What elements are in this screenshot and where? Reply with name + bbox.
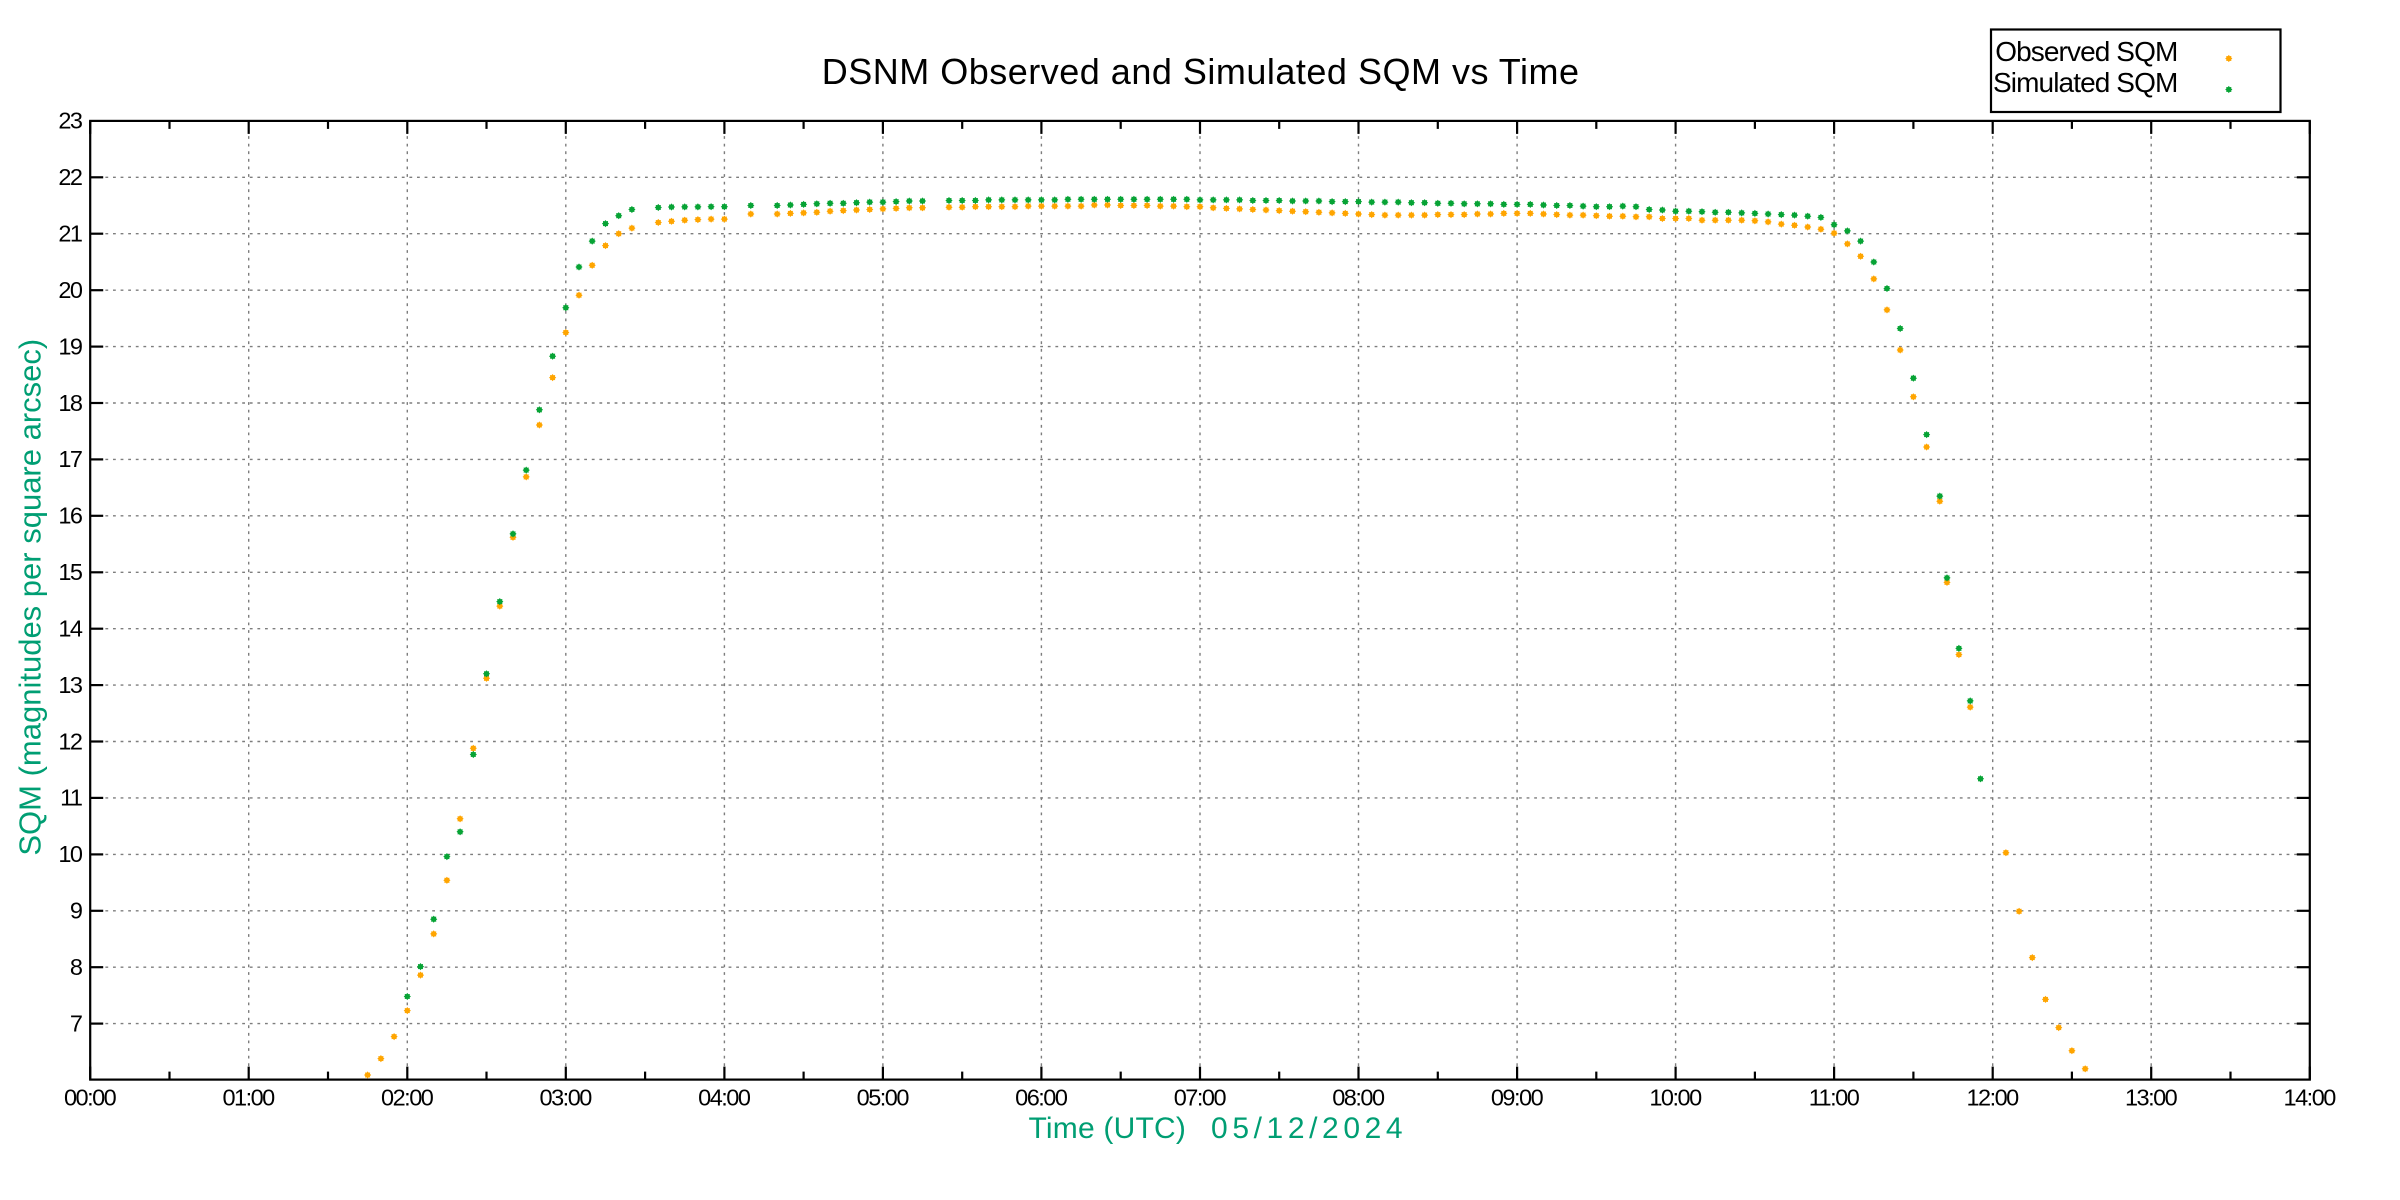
svg-text:01:00: 01:00 xyxy=(222,1084,275,1110)
svg-text:14: 14 xyxy=(58,615,83,641)
svg-text:10:00: 10:00 xyxy=(1649,1084,1702,1110)
svg-text:Observed SQM: Observed SQM xyxy=(1995,36,2177,67)
svg-text:07:00: 07:00 xyxy=(1174,1084,1227,1110)
svg-text:10: 10 xyxy=(58,841,83,867)
svg-text:23: 23 xyxy=(58,108,83,134)
svg-text:Simulated SQM: Simulated SQM xyxy=(1993,67,2177,98)
svg-text:7: 7 xyxy=(70,1010,82,1036)
svg-text:11: 11 xyxy=(60,785,82,811)
svg-text:16: 16 xyxy=(58,503,83,529)
svg-text:09:00: 09:00 xyxy=(1491,1084,1544,1110)
svg-text:21: 21 xyxy=(58,221,82,247)
svg-text:13:00: 13:00 xyxy=(2125,1084,2178,1110)
svg-text:Time (UTC) 05/12/2024: Time (UTC) 05/12/2024 xyxy=(1029,1112,1408,1145)
svg-text:12: 12 xyxy=(58,728,82,754)
svg-text:18: 18 xyxy=(58,390,83,416)
svg-text:9: 9 xyxy=(70,898,82,924)
svg-text:13: 13 xyxy=(58,672,83,698)
svg-text:05:00: 05:00 xyxy=(857,1084,910,1110)
svg-text:02:00: 02:00 xyxy=(381,1084,434,1110)
svg-text:12:00: 12:00 xyxy=(1966,1084,2019,1110)
svg-text:03:00: 03:00 xyxy=(540,1084,593,1110)
svg-text:SQM (magnitudes per square arc: SQM (magnitudes per square arcsec) xyxy=(13,339,48,856)
svg-text:19: 19 xyxy=(58,333,82,359)
svg-text:DSNM Observed and Simulated SQ: DSNM Observed and Simulated SQM vs Time xyxy=(822,51,1580,92)
svg-text:04:00: 04:00 xyxy=(698,1084,751,1110)
svg-text:06:00: 06:00 xyxy=(1015,1084,1068,1110)
svg-text:14:00: 14:00 xyxy=(2284,1084,2337,1110)
svg-text:11:00: 11:00 xyxy=(1809,1084,1860,1110)
svg-text:17: 17 xyxy=(58,446,82,472)
svg-text:08:00: 08:00 xyxy=(1332,1084,1385,1110)
svg-text:00:00: 00:00 xyxy=(64,1084,117,1110)
svg-text:8: 8 xyxy=(70,954,83,980)
svg-text:15: 15 xyxy=(58,559,83,585)
svg-text:22: 22 xyxy=(58,164,82,190)
svg-text:20: 20 xyxy=(58,277,83,303)
